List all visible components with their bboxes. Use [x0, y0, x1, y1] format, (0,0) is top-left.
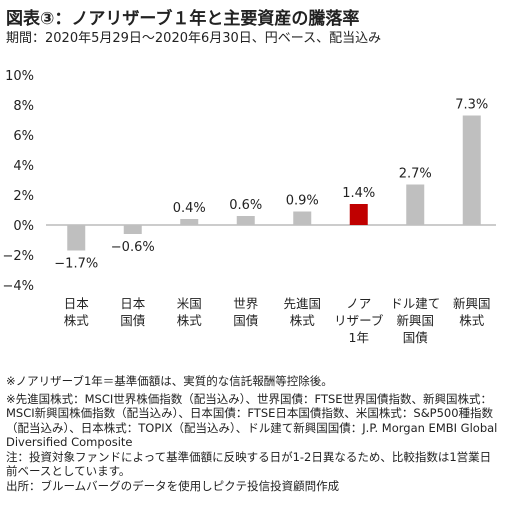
bar	[180, 219, 199, 225]
chart-title: 図表③：ノアリザーブ１年と主要資産の騰落率	[6, 9, 360, 29]
category-label: 株式	[64, 313, 90, 328]
bar	[67, 225, 86, 251]
category-label: 国債	[403, 330, 428, 345]
category-label: 日本	[120, 296, 146, 311]
y-tick-label: 4%	[13, 159, 34, 174]
value-label: 7.3%	[455, 98, 488, 113]
bar	[236, 216, 255, 225]
bar-chart: 10% 8% 6% 4% 2% 0% −2% −4% −1.7% 日本株式 −0.6% 日本国債 0.4…	[2, 69, 496, 345]
bar	[462, 115, 481, 225]
bar	[349, 204, 368, 225]
y-tick-label: 10%	[5, 69, 34, 84]
category-label: 国債	[120, 313, 145, 328]
category-label: 世界	[233, 296, 259, 311]
category-label: 先進国	[283, 296, 321, 311]
y-tick-label: −2%	[2, 249, 34, 264]
category-label: ドル建て	[390, 296, 440, 311]
category-label: 新興国	[453, 296, 491, 311]
category-label: 1年	[349, 330, 369, 345]
category-label: 日本	[64, 296, 90, 311]
y-tick-label: −4%	[2, 279, 34, 294]
bar	[123, 225, 142, 234]
category-label: 新興国	[396, 313, 434, 328]
note-lag: 注：投資対象ファンドによって基準価額に反映する日が1-2日異なるため、比較指数は…	[6, 449, 492, 479]
bar	[406, 184, 425, 225]
value-label: 0.6%	[229, 198, 262, 213]
category-label: 株式	[177, 313, 203, 328]
bar	[293, 211, 312, 225]
footnotes: ※ノアリザーブ1年＝基準価額は、実質的な信託報酬等控除後。 ※先進国株式：MSC…	[6, 374, 501, 493]
y-tick-label: 8%	[13, 99, 34, 114]
value-label: −1.7%	[54, 257, 98, 272]
category-label: ノア	[346, 296, 371, 311]
value-label: −0.6%	[111, 240, 155, 255]
chart-subtitle: 期間：2020年5月29日～2020年6月30日、円ベース、配当込み	[6, 31, 382, 46]
y-tick-label: 6%	[13, 129, 34, 144]
category-label: 株式	[459, 313, 485, 328]
category-label: リザーブ	[334, 313, 384, 328]
y-tick-label: 0%	[13, 219, 34, 234]
category-label: 米国	[177, 296, 202, 311]
value-label: 0.9%	[286, 194, 319, 209]
note-nav: ※ノアリザーブ1年＝基準価額は、実質的な信託報酬等控除後。	[6, 374, 333, 388]
value-label: 0.4%	[173, 201, 206, 216]
note-source: 出所：ブルームバーグのデータを使用しピクテ投信投資顧問作成	[6, 478, 340, 493]
y-tick-label: 2%	[13, 189, 34, 204]
value-label: 1.4%	[342, 186, 375, 201]
note-indices: ※先進国株式：MSCI世界株価指数（配当込み）、世界国債：FTSE世界国債指数、…	[6, 391, 498, 450]
value-label: 2.7%	[399, 167, 432, 182]
category-label: 国債	[233, 313, 258, 328]
category-label: 株式	[290, 313, 316, 328]
